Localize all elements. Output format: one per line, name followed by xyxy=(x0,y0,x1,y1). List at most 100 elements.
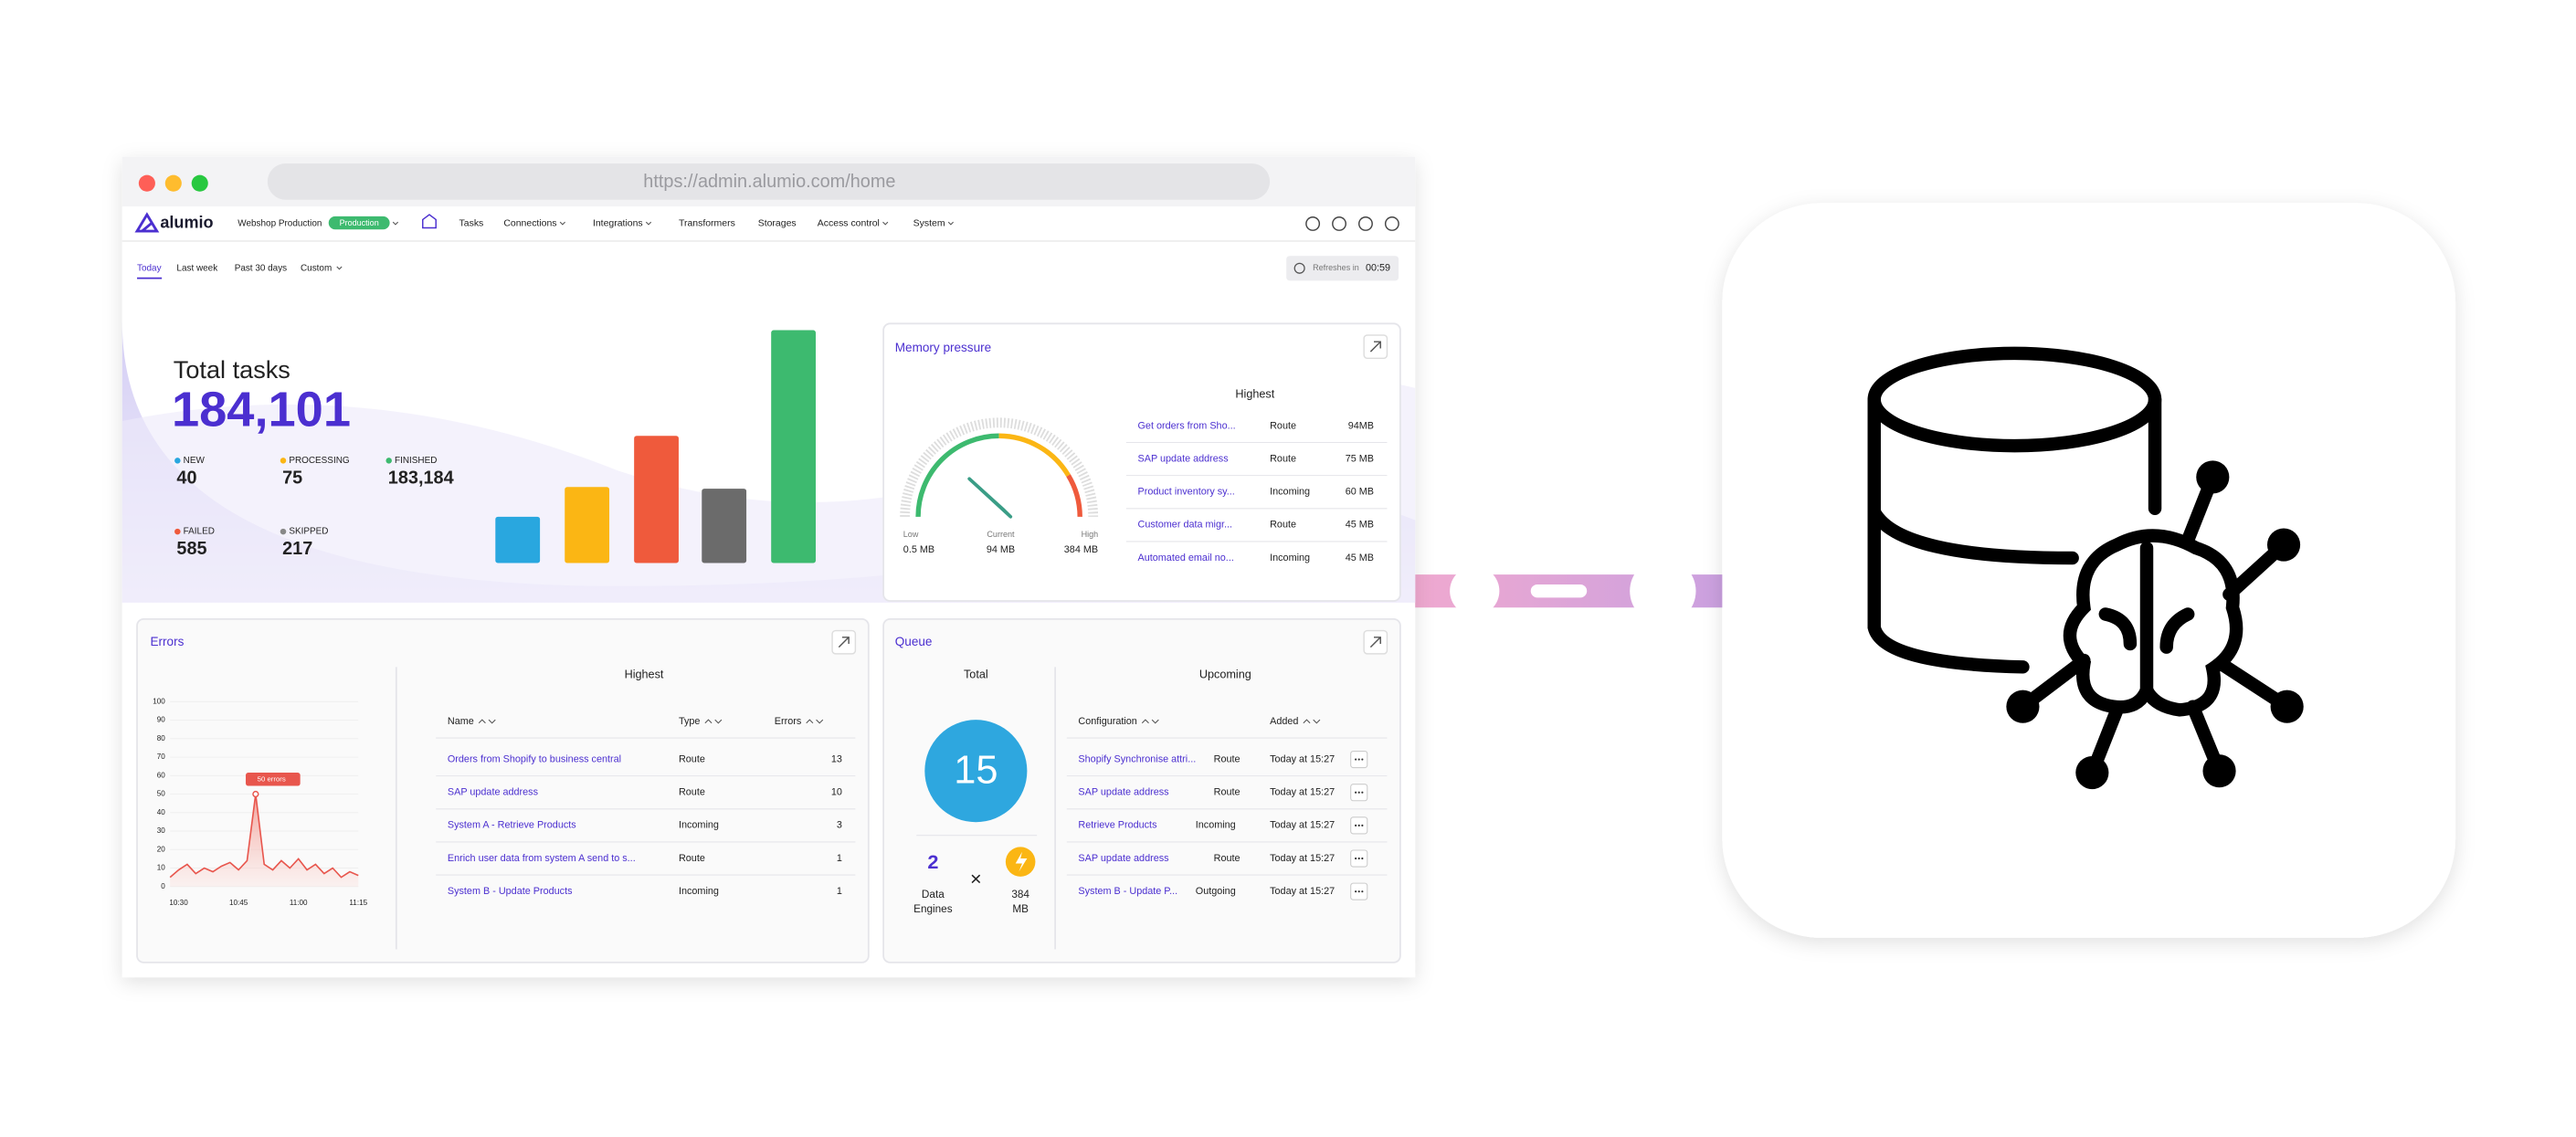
sort-icon[interactable] xyxy=(704,719,723,724)
row-name[interactable]: Orders from Shopify to business central xyxy=(448,753,621,764)
y-tick-label: 50 xyxy=(157,790,166,798)
env-badge xyxy=(328,216,390,230)
total-title: Total tasks xyxy=(174,355,290,384)
nav-item[interactable]: System xyxy=(913,219,945,229)
nav-item[interactable]: Tasks xyxy=(459,219,484,229)
row-type: Route xyxy=(679,787,705,798)
row-type: Route xyxy=(1214,753,1240,764)
sort-icon[interactable] xyxy=(1141,719,1159,724)
nav-item[interactable]: Access control xyxy=(818,219,880,229)
y-tick-label: 70 xyxy=(157,753,166,761)
minimize-button[interactable] xyxy=(164,174,182,192)
row-name[interactable]: SAP update address xyxy=(1078,853,1169,864)
y-tick-label: 40 xyxy=(157,808,166,816)
row-name[interactable]: Get orders from Sho... xyxy=(1138,420,1236,431)
maximize-button[interactable] xyxy=(191,174,208,192)
chevron xyxy=(559,221,565,226)
x-tick-label: 10:30 xyxy=(169,899,188,907)
time-tab[interactable]: Last week xyxy=(176,263,217,273)
browser-window: https://admin.alumio.com/home xyxy=(121,156,1416,978)
url-bar[interactable] xyxy=(267,163,1271,200)
status-dot xyxy=(280,528,287,535)
gauge-value: 0.5 MB xyxy=(903,544,934,555)
refresh-label: Refreshes in xyxy=(1313,263,1359,272)
status-label: PROCESSING xyxy=(289,456,349,466)
peak-marker xyxy=(252,790,259,798)
time-tab[interactable]: Past 30 days xyxy=(235,263,287,273)
status-bar xyxy=(702,489,747,563)
menu-dot xyxy=(1357,758,1360,761)
nav-item[interactable]: Storages xyxy=(758,219,797,229)
menu-dot xyxy=(1355,758,1357,761)
sort-icon[interactable] xyxy=(478,719,496,724)
annotation-box xyxy=(246,773,301,786)
total-value: 184,101 xyxy=(172,382,351,437)
row-type: Route xyxy=(679,853,705,864)
row-errors: 1 xyxy=(837,886,842,897)
toolbar-icon[interactable] xyxy=(1332,216,1346,231)
nav-item[interactable]: Connections xyxy=(503,219,556,229)
status-bar xyxy=(634,436,679,563)
row-name[interactable]: Enrich user data from system A send to s… xyxy=(448,853,636,864)
row-name[interactable]: SAP update address xyxy=(1078,787,1169,798)
environment[interactable]: Webshop Production xyxy=(238,219,322,229)
database-ai-icon xyxy=(1867,346,2294,780)
row-name[interactable]: SAP update address xyxy=(448,787,539,798)
toolbar-icon[interactable] xyxy=(1358,216,1373,231)
row-name[interactable]: Retrieve Products xyxy=(1078,820,1157,831)
refresh-box[interactable] xyxy=(1286,256,1399,281)
row-memory: 60 MB xyxy=(1346,487,1374,498)
memory-card xyxy=(882,322,1401,602)
status-label: SKIPPED xyxy=(289,527,328,537)
time-tab[interactable]: Today xyxy=(137,263,162,273)
menu-dot xyxy=(1361,857,1364,860)
status-dot xyxy=(174,528,181,535)
chevron xyxy=(947,221,954,226)
row-type: Route xyxy=(679,753,705,764)
times-sign: × xyxy=(970,867,982,890)
row-name[interactable]: System B - Update P... xyxy=(1078,886,1177,897)
row-errors: 13 xyxy=(831,753,842,764)
status-bar xyxy=(771,330,816,563)
row-name[interactable]: Shopify Synchronise attri... xyxy=(1078,753,1196,764)
expand-buttons[interactable] xyxy=(831,334,1388,655)
toolbar-icon[interactable] xyxy=(1384,216,1399,231)
row-name[interactable]: System B - Update Products xyxy=(448,886,573,897)
row-name[interactable]: System A - Retrieve Products xyxy=(448,820,576,831)
error-line xyxy=(169,794,359,879)
gauge-label: Low xyxy=(903,530,919,539)
chevron xyxy=(645,221,652,226)
icon-nodes xyxy=(2006,460,2304,790)
status-label: FINISHED xyxy=(395,456,437,466)
status-dot xyxy=(385,458,392,464)
row-errors: 10 xyxy=(831,787,842,798)
row-name[interactable]: SAP update address xyxy=(1138,453,1230,464)
menu-dot xyxy=(1355,791,1357,794)
sort-icon[interactable] xyxy=(1303,719,1321,724)
sort-icon[interactable] xyxy=(806,719,824,724)
row-added: Today at 15:27 xyxy=(1270,753,1335,764)
row-name[interactable]: Customer data migr... xyxy=(1138,520,1233,531)
menu-dot xyxy=(1355,857,1357,860)
engine-memory: 384 xyxy=(1011,889,1029,900)
logo: alumio xyxy=(160,214,213,232)
menu-dot xyxy=(1355,890,1357,893)
gauge-label: High xyxy=(1082,530,1099,539)
menu-dot xyxy=(1361,758,1364,761)
nav-item[interactable]: Integrations xyxy=(593,219,643,229)
status-value: 217 xyxy=(282,539,312,559)
row-type: Route xyxy=(1214,787,1240,798)
row-name[interactable]: Automated email no... xyxy=(1138,553,1234,563)
row-type: Outgoing xyxy=(1196,886,1236,897)
toolbar-icon[interactable] xyxy=(1305,216,1321,231)
row-name[interactable]: Product inventory sy... xyxy=(1138,487,1235,498)
y-tick-label: 90 xyxy=(157,716,166,724)
y-tick-label: 30 xyxy=(157,826,166,835)
home-icon[interactable] xyxy=(422,214,437,229)
nav-item[interactable]: Transformers xyxy=(679,219,735,229)
row-type: Incoming xyxy=(1270,553,1310,563)
close-button[interactable] xyxy=(138,174,155,192)
time-tab[interactable]: Custom xyxy=(301,263,332,273)
lightning xyxy=(1015,851,1028,872)
